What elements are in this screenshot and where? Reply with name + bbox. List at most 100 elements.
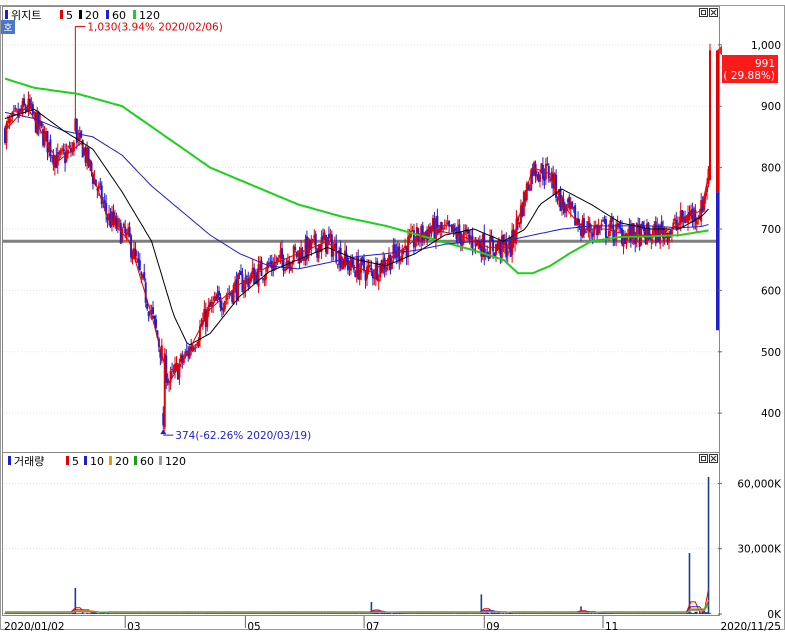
candle-body [493, 252, 496, 257]
volume-bar [11, 613, 14, 614]
volume-bar [613, 613, 616, 614]
volume-bar [256, 613, 258, 614]
volume-bar [163, 613, 166, 614]
volume-bar [545, 612, 547, 614]
candle-body [442, 227, 445, 230]
indicator-badge[interactable] [1, 20, 15, 34]
candle-body [209, 302, 212, 307]
candle-body [314, 233, 317, 249]
x-tick-label: 07 [366, 621, 379, 633]
x-tick-label: 03 [127, 621, 140, 633]
volume-bar [496, 612, 499, 614]
candle-body [116, 218, 119, 228]
price-panel-close-button[interactable] [709, 8, 718, 17]
candle-body [311, 238, 314, 241]
candle-body [455, 231, 458, 239]
candle-body [15, 109, 18, 111]
volume-tick-label: 60,000K [737, 478, 782, 490]
volume-bar [300, 613, 302, 614]
period-range-bar [716, 192, 719, 331]
candle-body [115, 217, 118, 230]
candle-body [395, 251, 398, 259]
volume-bar [313, 613, 316, 614]
candle-body [503, 240, 506, 246]
volume-bar [260, 613, 263, 614]
candle-body [379, 263, 382, 278]
candle-body [210, 301, 213, 307]
volume-bar [487, 613, 490, 614]
ma-line-ma120 [4, 77, 709, 275]
candle-body [643, 226, 646, 232]
volume-panel [2, 452, 720, 616]
candle-body [166, 380, 169, 384]
candle-body [407, 236, 410, 257]
candle-body [478, 241, 481, 249]
volume-bar [15, 612, 18, 614]
candle-body [581, 220, 584, 237]
volume-y-axis: 0K 30,000K 60,000K [718, 478, 782, 621]
candle-body [174, 364, 177, 373]
candle-body [203, 308, 206, 322]
volume-bar [509, 612, 512, 614]
candle-body [673, 218, 676, 221]
candle-body [33, 112, 36, 114]
candle-body [588, 223, 591, 232]
volume-bar [84, 613, 87, 615]
candle-body [536, 176, 539, 178]
volume-bar [303, 612, 305, 614]
candle-body [600, 223, 603, 226]
volume-panel-close-button[interactable] [709, 454, 718, 463]
volume-bar [347, 613, 349, 614]
candle-body [8, 118, 11, 123]
x-axis: 2020/01/02 03 05 07 09 11 2020/11/25 [4, 616, 781, 633]
volume-bar [597, 612, 600, 614]
candle-body [156, 330, 159, 338]
candle-body [168, 383, 171, 385]
volume-bar [141, 613, 144, 614]
candle-body [590, 232, 593, 234]
candle-body [119, 222, 122, 244]
candle-body [305, 236, 308, 260]
candle-body [514, 238, 517, 244]
volume-bar [350, 612, 352, 614]
volume-ma-lines [5, 589, 709, 614]
candle-body [604, 219, 607, 238]
candle-body [286, 260, 289, 263]
candle-body [385, 266, 388, 272]
volume-bar [111, 612, 113, 614]
candle-body [248, 278, 251, 285]
volume-bar [707, 476, 710, 614]
candle-body [508, 237, 511, 250]
price-panel-restore-button[interactable] [699, 8, 708, 17]
current-price-value: 991 [755, 58, 775, 70]
candle-body [706, 186, 709, 193]
volume-bar [401, 613, 404, 614]
candle-body [657, 225, 660, 243]
volume-bar [581, 613, 584, 614]
volume-bar [696, 611, 698, 614]
candle-body [338, 250, 341, 265]
volume-panel-restore-button[interactable] [699, 454, 708, 463]
candle-body [193, 348, 196, 350]
volume-bar [89, 613, 91, 614]
volume-bar [589, 613, 591, 614]
candle-body [427, 229, 430, 241]
candle-body [635, 223, 638, 243]
volume-bar [77, 613, 80, 614]
price-tick-label: 900 [761, 101, 781, 113]
candle-body [481, 234, 484, 258]
price-y-axis: 400 500 600 700 800 900 1,000 [718, 40, 781, 420]
volume-bar [309, 613, 311, 614]
x-tick-label: 2020/11/25 [720, 621, 781, 633]
candle-body [46, 131, 49, 153]
volume-title: 거래량 [14, 455, 44, 468]
candle-body [5, 123, 8, 143]
candle-body [500, 235, 503, 258]
candle-body [538, 174, 541, 182]
candle-body [524, 193, 527, 201]
legend-ma120: 120 [139, 9, 160, 22]
candle-body [179, 354, 182, 363]
candle-body [672, 222, 675, 229]
candle-body [68, 145, 71, 148]
candle-body [556, 199, 559, 201]
